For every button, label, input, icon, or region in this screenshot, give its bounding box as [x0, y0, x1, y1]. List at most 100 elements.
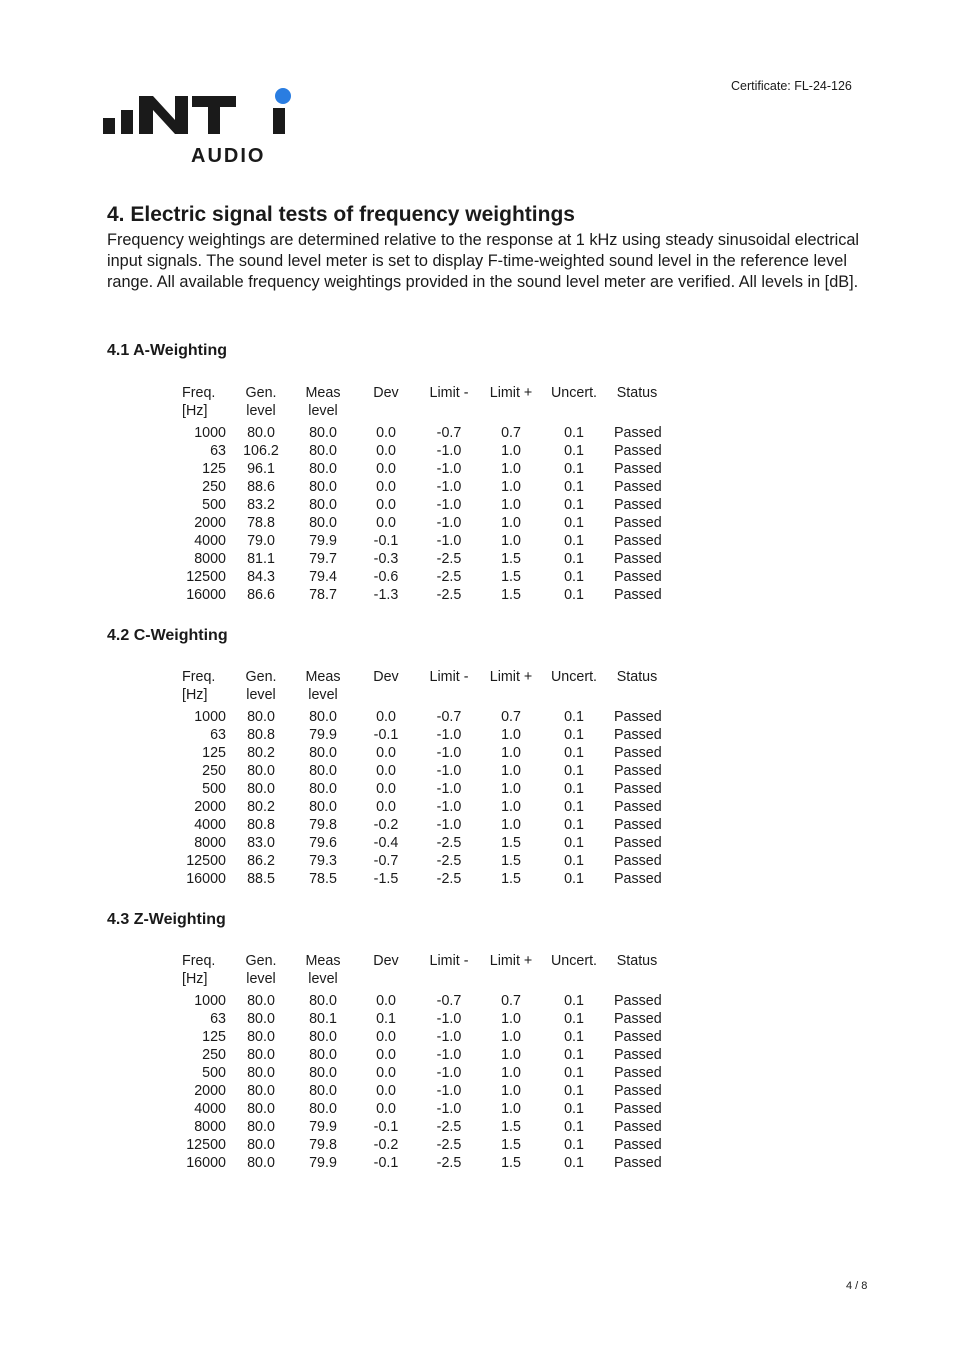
cell-limit-minus: -1.0 — [436, 1083, 462, 1099]
cell-uncert: 0.1 — [564, 443, 584, 459]
cell-freq: 8000 — [194, 551, 226, 567]
column-header-status: Status — [616, 953, 658, 969]
table-title-a: 4.1 A-Weighting — [107, 342, 227, 359]
cell-gen-level: 88.6 — [247, 479, 275, 495]
column-header-dev: Dev — [373, 953, 399, 969]
cell-limit-minus: -1.0 — [436, 781, 462, 797]
cell-dev: -0.6 — [373, 569, 399, 585]
cell-meas-level: 80.0 — [309, 763, 337, 779]
table-row: 250 80.0 80.0 0.0 -1.0 1.0 0.1 Passed — [175, 1047, 675, 1065]
cell-gen-level: 80.0 — [247, 425, 275, 441]
cell-gen-level: 78.8 — [247, 515, 275, 531]
cell-dev: 0.0 — [376, 1065, 396, 1081]
cell-status: Passed — [614, 817, 662, 833]
cell-status: Passed — [614, 1065, 662, 1081]
cell-limit-minus: -2.5 — [436, 871, 462, 887]
cell-dev: 0.0 — [376, 515, 396, 531]
cell-status: Passed — [614, 587, 662, 603]
cell-dev: 0.0 — [376, 993, 396, 1009]
cell-gen-level: 80.0 — [247, 1119, 275, 1135]
section-intro: Frequency weightings are determined rela… — [107, 231, 860, 291]
cell-gen-level: 79.0 — [247, 533, 275, 549]
cell-status: Passed — [614, 745, 662, 761]
cell-gen-level: 96.1 — [247, 461, 275, 477]
cell-status: Passed — [614, 871, 662, 887]
column-header-limit-minus: Limit - — [429, 953, 469, 969]
cell-meas-level: 80.0 — [309, 1101, 337, 1117]
cell-meas-level: 79.6 — [309, 835, 337, 851]
cell-freq: 250 — [202, 763, 226, 779]
cell-meas-level: 80.0 — [309, 709, 337, 725]
cell-gen-level: 88.5 — [247, 871, 275, 887]
cell-dev: -0.1 — [373, 727, 399, 743]
cell-dev: -0.1 — [373, 533, 399, 549]
column-header-limit-minus: Limit - — [429, 669, 469, 685]
cell-status: Passed — [614, 569, 662, 585]
cell-dev: -1.5 — [373, 871, 399, 887]
cell-freq: 1000 — [194, 993, 226, 1009]
cell-limit-plus: 1.0 — [501, 1065, 521, 1081]
cell-gen-level: 80.0 — [247, 1101, 275, 1117]
cell-limit-minus: -2.5 — [436, 551, 462, 567]
cell-limit-minus: -1.0 — [436, 763, 462, 779]
cell-freq: 250 — [202, 1047, 226, 1063]
cell-meas-level: 79.7 — [309, 551, 337, 567]
cell-meas-level: 78.5 — [309, 871, 337, 887]
cell-freq: 8000 — [194, 1119, 226, 1135]
cell-uncert: 0.1 — [564, 515, 584, 531]
cell-freq: 16000 — [186, 1155, 226, 1171]
cell-freq: 2000 — [194, 515, 226, 531]
cell-freq: 12500 — [186, 569, 226, 585]
cell-status: Passed — [614, 1047, 662, 1063]
cell-gen-level: 80.0 — [247, 781, 275, 797]
cell-uncert: 0.1 — [564, 1047, 584, 1063]
table-row: 250 88.6 80.0 0.0 -1.0 1.0 0.1 Passed — [175, 479, 675, 497]
cell-limit-minus: -2.5 — [436, 569, 462, 585]
table-header: Freq. [Hz] Gen. level Meas level Dev Limit - Lim… — [175, 669, 675, 709]
cell-dev: -0.4 — [373, 835, 399, 851]
cell-uncert: 0.1 — [564, 1029, 584, 1045]
cell-gen-level: 80.2 — [247, 799, 275, 815]
cell-gen-level: 80.0 — [247, 993, 275, 1009]
cell-meas-level: 80.0 — [309, 1083, 337, 1099]
cell-status: Passed — [614, 709, 662, 725]
cell-limit-minus: -1.0 — [436, 1047, 462, 1063]
cell-uncert: 0.1 — [564, 763, 584, 779]
table-row: 500 80.0 80.0 0.0 -1.0 1.0 0.1 Passed — [175, 1065, 675, 1083]
cell-limit-minus: -1.0 — [436, 533, 462, 549]
cell-dev: 0.0 — [376, 1101, 396, 1117]
cell-meas-level: 80.0 — [309, 781, 337, 797]
cell-freq: 12500 — [186, 853, 226, 869]
cell-limit-plus: 1.5 — [501, 1155, 521, 1171]
table-row: 4000 80.8 79.8 -0.2 -1.0 1.0 0.1 Passed — [175, 817, 675, 835]
cell-uncert: 0.1 — [564, 461, 584, 477]
cell-limit-plus: 1.5 — [501, 871, 521, 887]
cell-meas-level: 80.0 — [309, 745, 337, 761]
column-header-status: Status — [616, 385, 658, 401]
cell-dev: 0.0 — [376, 425, 396, 441]
cell-freq: 4000 — [194, 533, 226, 549]
cell-uncert: 0.1 — [564, 817, 584, 833]
cell-limit-minus: -1.0 — [436, 799, 462, 815]
cell-gen-level: 80.0 — [247, 1137, 275, 1153]
cell-limit-plus: 1.5 — [501, 587, 521, 603]
column-header-gen-level: Gen. — [245, 385, 277, 401]
column-header-limit-plus: Limit + — [489, 385, 533, 401]
table-title-c: 4.2 C-Weighting — [107, 627, 228, 644]
cell-status: Passed — [614, 497, 662, 513]
column-header-freq: Freq. — [182, 953, 216, 969]
cell-limit-plus: 1.0 — [501, 781, 521, 797]
cell-freq: 500 — [202, 497, 226, 513]
cell-dev: -0.1 — [373, 1119, 399, 1135]
table-header: Freq. [Hz] Gen. level Meas level Dev Limit - Lim… — [175, 953, 675, 993]
cell-limit-minus: -1.0 — [436, 745, 462, 761]
table-row: 2000 80.0 80.0 0.0 -1.0 1.0 0.1 Passed — [175, 1083, 675, 1101]
cell-dev: 0.0 — [376, 1029, 396, 1045]
cell-uncert: 0.1 — [564, 551, 584, 567]
cell-limit-minus: -2.5 — [436, 1155, 462, 1171]
cell-dev: 0.0 — [376, 1047, 396, 1063]
cell-gen-level: 80.0 — [247, 1155, 275, 1171]
table-row: 125 80.2 80.0 0.0 -1.0 1.0 0.1 Passed — [175, 745, 675, 763]
cell-uncert: 0.1 — [564, 853, 584, 869]
cell-gen-level: 80.0 — [247, 1011, 275, 1027]
